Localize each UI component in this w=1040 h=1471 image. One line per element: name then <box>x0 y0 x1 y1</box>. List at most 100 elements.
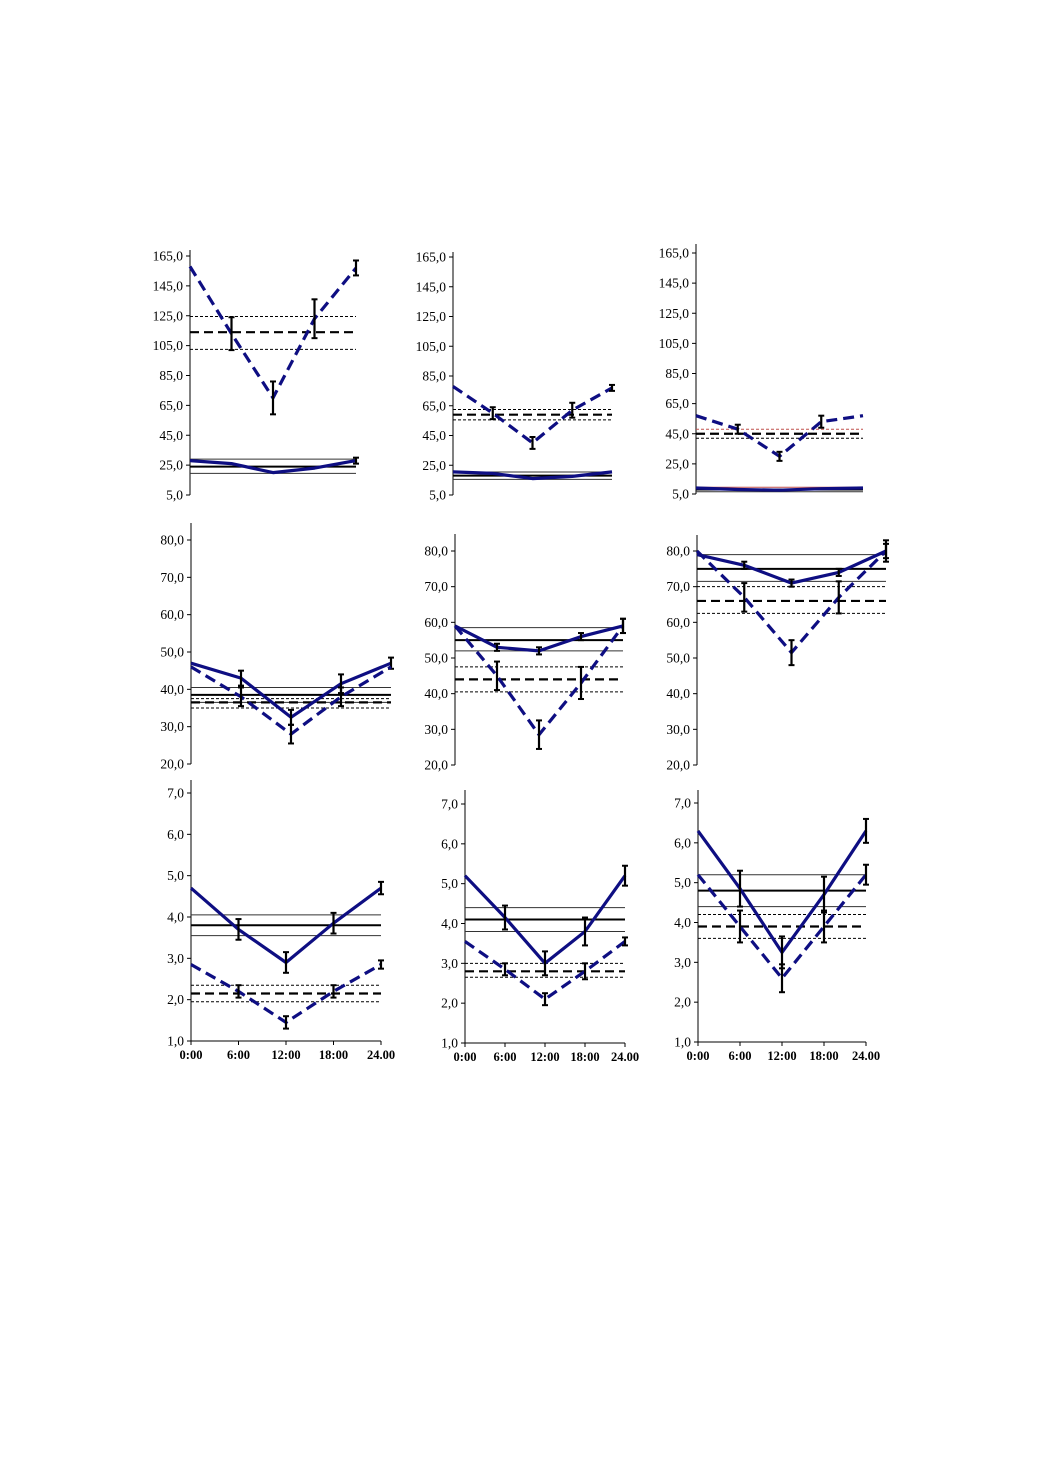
error-bar <box>270 380 276 416</box>
error-bar <box>835 567 842 577</box>
y-tick-label: 3,0 <box>167 951 184 966</box>
chart-panel-2: 5,0 25,0 45,0 65,0 85,0 105,0 125,0 145,0 165,0 <box>416 250 615 503</box>
y-tick-label: 50,0 <box>160 645 184 660</box>
chart-panel-5: 20,0 30,0 40,0 50,0 60,0 70,0 80,0 <box>424 534 626 773</box>
y-tick-label: 2,0 <box>441 996 458 1011</box>
error-bar <box>779 963 785 994</box>
y-tick-label: 7,0 <box>674 796 691 811</box>
y-tick-label: 80,0 <box>666 544 690 559</box>
error-bar <box>330 984 337 999</box>
error-bar <box>835 580 842 615</box>
y-tick-label: 165,0 <box>416 250 447 265</box>
error-bar <box>502 962 508 977</box>
series-line-dashed <box>696 873 868 980</box>
y-tick-label: 145,0 <box>659 276 690 291</box>
error-bar <box>536 646 542 656</box>
y-tick-label: 45,0 <box>665 426 689 441</box>
y-tick-label: 85,0 <box>422 369 446 384</box>
error-bar <box>502 904 508 931</box>
y-tick-label: 105,0 <box>659 336 690 351</box>
error-bar <box>378 880 384 896</box>
y-tick-label: 6,0 <box>167 827 184 842</box>
y-tick-label: 20,0 <box>666 758 690 773</box>
chart-panel-3: 5,0 25,0 45,0 65,0 85,0 105,0 125,0 145,0 165,0 <box>659 244 864 502</box>
x-tick-label: 24.00 <box>367 1048 395 1062</box>
error-bar <box>238 686 244 708</box>
error-bar <box>542 950 548 977</box>
chart-panel-9: 1,0 2,0 3,0 4,0 5,0 6,0 7,0 0:00 6:00 12:00 18:00 2… <box>674 790 880 1063</box>
y-tick-label: 30,0 <box>160 719 184 734</box>
error-bar <box>788 578 795 588</box>
error-bar <box>741 560 748 570</box>
error-bar <box>620 617 626 635</box>
error-bar <box>235 984 242 999</box>
error-bar <box>311 298 318 340</box>
y-tick-label: 4,0 <box>674 915 691 930</box>
y-tick-label: 1,0 <box>441 1036 458 1051</box>
x-tick-label: 6:00 <box>729 1049 752 1063</box>
chart-panel-6: 20,0 30,0 40,0 50,0 60,0 70,0 80,0 <box>666 535 889 773</box>
y-tick-label: 70,0 <box>666 579 690 594</box>
error-bar <box>734 423 741 435</box>
y-tick-label: 3,0 <box>441 956 458 971</box>
error-bar <box>569 401 576 419</box>
y-tick-label: 1,0 <box>674 1035 691 1050</box>
y-tick-label: 25,0 <box>422 458 446 473</box>
x-tick-label: 0:00 <box>454 1050 477 1064</box>
x-tick-label: 6:00 <box>494 1050 517 1064</box>
y-tick-label: 40,0 <box>160 682 184 697</box>
error-bar <box>235 918 242 941</box>
error-bar <box>353 259 359 277</box>
error-bar <box>582 916 588 947</box>
error-bar <box>238 669 244 687</box>
error-bar <box>378 959 384 970</box>
x-tick-label: 6:00 <box>227 1048 250 1062</box>
y-tick-label: 50,0 <box>666 651 690 666</box>
series-line-solid <box>452 470 613 481</box>
y-tick-label: 65,0 <box>665 396 689 411</box>
y-tick-label: 70,0 <box>160 570 184 585</box>
y-tick-label: 125,0 <box>153 308 184 323</box>
series-line-dashed <box>452 385 613 445</box>
error-bar <box>788 639 795 667</box>
y-tick-label: 125,0 <box>416 309 447 324</box>
error-bar <box>494 660 500 692</box>
chart-panel-8: 1,0 2,0 3,0 4,0 5,0 6,0 7,0 0:00 6:00 12:00 18:00 2… <box>441 790 639 1064</box>
y-tick-label: 2,0 <box>167 992 184 1007</box>
y-tick-label: 5,0 <box>674 875 691 890</box>
error-bar <box>609 383 615 392</box>
error-bar <box>741 582 748 613</box>
x-tick-label: 18:00 <box>319 1048 348 1062</box>
error-bar <box>818 414 825 429</box>
series-line-solid <box>696 829 868 955</box>
y-tick-label: 165,0 <box>659 246 690 261</box>
y-tick-label: 5,0 <box>167 868 184 883</box>
y-tick-label: 4,0 <box>167 910 184 925</box>
error-bar <box>494 642 500 652</box>
error-bar <box>883 539 889 563</box>
error-bar <box>283 951 289 974</box>
y-tick-label: 125,0 <box>659 306 690 321</box>
error-bar <box>863 863 869 886</box>
y-tick-label: 80,0 <box>424 544 448 559</box>
y-tick-label: 6,0 <box>674 835 691 850</box>
y-tick-label: 5,0 <box>166 488 183 503</box>
x-tick-label: 0:00 <box>180 1048 203 1062</box>
error-bar <box>737 909 743 944</box>
x-tick-label: 24.00 <box>611 1050 639 1064</box>
y-tick-label: 25,0 <box>665 456 689 471</box>
error-bar <box>353 456 359 465</box>
y-tick-label: 40,0 <box>666 686 690 701</box>
y-tick-label: 7,0 <box>441 797 458 812</box>
chart-panel-4: 20,0 30,0 40,0 50,0 60,0 70,0 80,0 <box>160 523 394 772</box>
y-tick-label: 145,0 <box>153 278 184 293</box>
y-tick-label: 85,0 <box>665 366 689 381</box>
error-bar <box>622 936 628 947</box>
y-tick-label: 30,0 <box>424 722 448 737</box>
error-bar <box>536 719 542 750</box>
y-tick-label: 5,0 <box>441 876 458 891</box>
x-tick-label: 18:00 <box>570 1050 599 1064</box>
x-tick-label: 12:00 <box>767 1049 796 1063</box>
y-tick-label: 4,0 <box>441 916 458 931</box>
